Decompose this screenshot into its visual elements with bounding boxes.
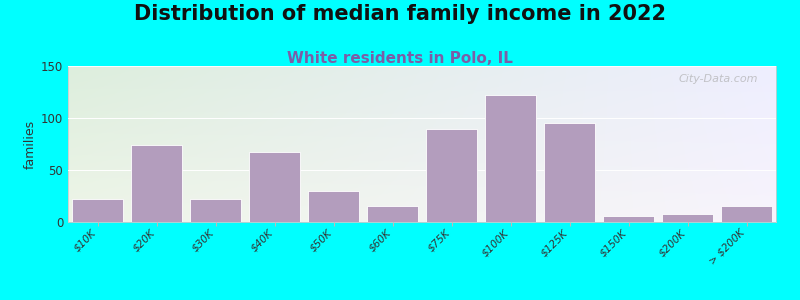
Bar	[662, 214, 713, 222]
Text: City-Data.com: City-Data.com	[678, 74, 758, 84]
Bar	[309, 191, 358, 222]
Bar	[426, 129, 477, 222]
Bar	[250, 152, 299, 222]
Text: Distribution of median family income in 2022: Distribution of median family income in …	[134, 4, 666, 25]
Y-axis label: families: families	[24, 119, 37, 169]
Bar	[73, 199, 122, 222]
Bar	[131, 145, 182, 222]
Bar	[190, 199, 241, 222]
Text: White residents in Polo, IL: White residents in Polo, IL	[287, 51, 513, 66]
Bar	[722, 206, 771, 222]
Bar	[367, 206, 418, 222]
Bar	[486, 95, 535, 222]
Bar	[603, 216, 654, 222]
Bar	[545, 123, 594, 222]
